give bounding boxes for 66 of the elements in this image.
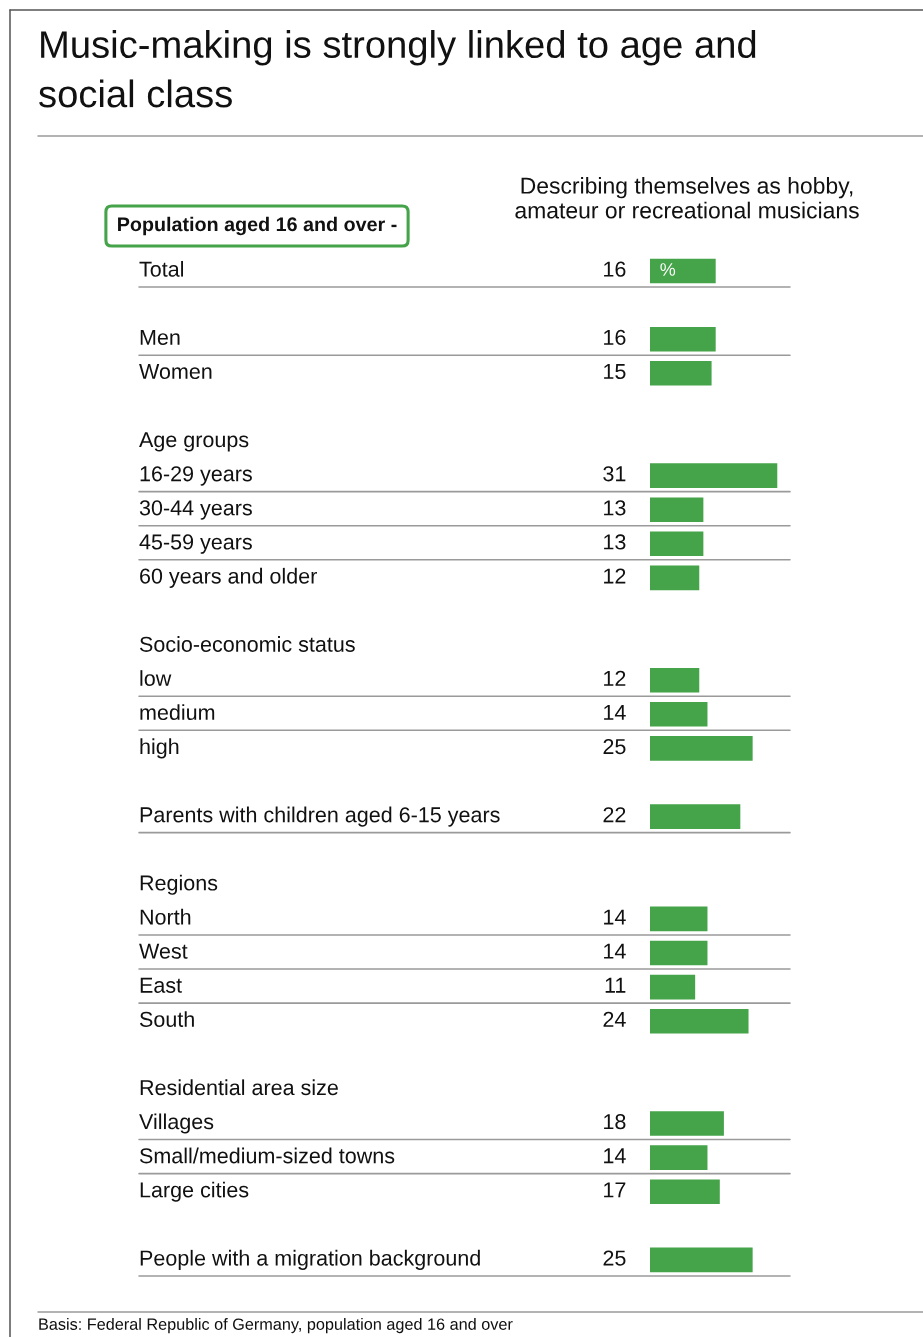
data-label: 13	[604, 534, 626, 550]
y-tick-label: West	[139, 943, 188, 959]
bar	[650, 531, 704, 557]
data-label: 12	[604, 670, 626, 686]
data-label: 22	[603, 807, 626, 823]
data-label: 14	[604, 943, 626, 959]
y-tick-label: Parents with children aged 6-15 years	[140, 806, 500, 827]
data-label: 18	[604, 1114, 626, 1130]
bar	[650, 906, 708, 932]
data-label: 14	[604, 1148, 626, 1164]
chart-title: Music-making is strongly linked to age and social class	[39, 30, 756, 108]
y-tick-label: Total	[139, 260, 184, 277]
y-axis-title: Population aged 16 and over -	[118, 216, 397, 236]
bar	[650, 497, 704, 522]
bar	[650, 736, 753, 761]
data-label: 25	[603, 738, 626, 755]
y-tick-label: Regions	[140, 874, 218, 895]
y-tick-label: East	[140, 977, 182, 993]
bar	[650, 1008, 749, 1034]
y-tick-label: Residential area size	[140, 1079, 338, 1096]
bar	[650, 804, 741, 829]
bar	[650, 326, 716, 352]
bar	[650, 1247, 753, 1273]
bar	[650, 667, 700, 693]
data-label: 16	[604, 329, 626, 345]
y-tick-label: Women	[139, 364, 212, 380]
y-tick-label: medium	[140, 704, 215, 721]
bar	[650, 1145, 708, 1170]
bar	[650, 565, 700, 591]
y-tick-label: 60 years and older	[140, 567, 317, 588]
annotation: %	[660, 263, 676, 276]
data-label: 14	[604, 909, 626, 925]
y-tick-label: South	[139, 1011, 194, 1027]
y-tick-label: high	[140, 738, 179, 759]
y-tick-label: 45-59 years	[139, 534, 252, 554]
data-label: 14	[604, 705, 626, 720]
data-label: 16	[604, 261, 626, 277]
y-tick-label: Socio-economic status	[139, 636, 355, 652]
data-label: 13	[604, 500, 626, 516]
y-tick-label: Small/medium-sized towns	[139, 1147, 395, 1164]
bar	[650, 702, 708, 727]
bar	[650, 361, 712, 386]
data-label: 31	[603, 466, 626, 482]
bar	[650, 1111, 724, 1136]
y-tick-label: People with a migration background	[140, 1249, 480, 1270]
y-tick-label: Large cities	[140, 1181, 249, 1202]
y-tick-label: Men	[140, 329, 180, 345]
y-tick-label: low	[140, 670, 172, 686]
data-label: 11	[605, 977, 626, 993]
data-label: 12	[604, 568, 626, 584]
y-tick-label: North	[140, 908, 191, 925]
data-label: 15	[604, 364, 626, 380]
x-axis-title: Describing themselves as hobby, amateur or recreational musicians	[515, 177, 859, 219]
data-label: 25	[603, 1250, 626, 1266]
y-tick-label: 16-29 years	[140, 466, 252, 486]
bar	[650, 463, 778, 488]
data-label: 24	[603, 1011, 626, 1027]
bar	[650, 974, 696, 1000]
y-tick-label: 30-44 years	[139, 500, 252, 520]
bar	[650, 1179, 720, 1204]
data-label: 17	[604, 1182, 626, 1198]
y-tick-label: Villages	[139, 1113, 214, 1134]
bar	[650, 258, 716, 284]
y-tick-label: Age groups	[139, 432, 249, 452]
bar	[650, 940, 708, 966]
text: Basis: Federal Republic of Germany, population aged 16 and over	[39, 1318, 513, 1334]
